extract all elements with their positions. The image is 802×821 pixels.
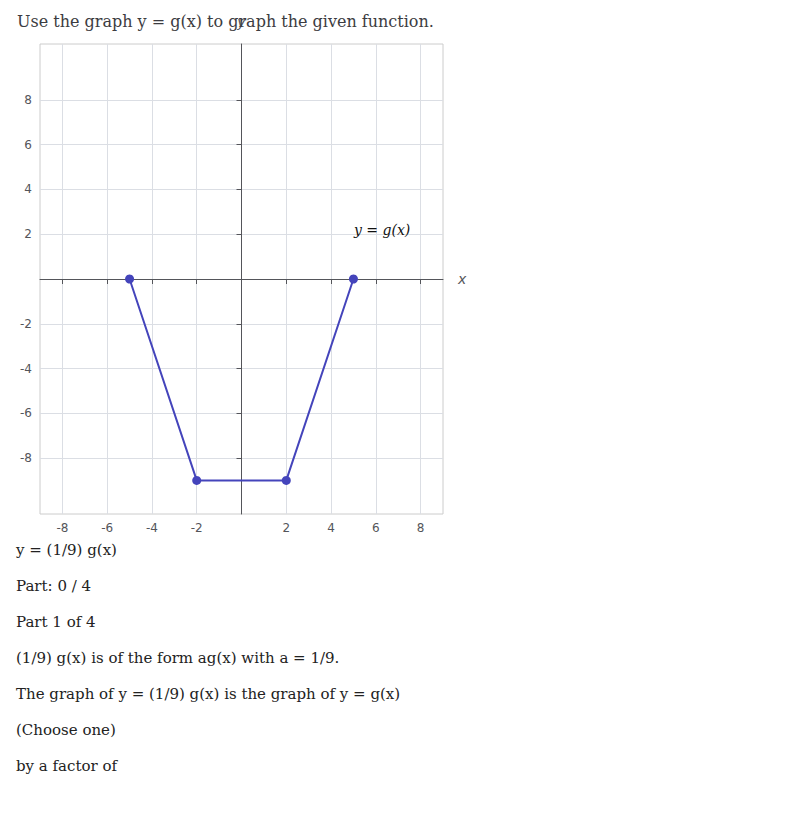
svg-text:Part 1 of 4: Part 1 of 4 [16, 613, 96, 631]
svg-text:-4: -4 [146, 521, 158, 535]
svg-text:-2: -2 [20, 317, 32, 331]
svg-text:Use the graph y = g(x) to grap: Use the graph y = g(x) to graph the give… [17, 12, 434, 31]
svg-text:-4: -4 [20, 362, 32, 376]
svg-text:y = g(x): y = g(x) [353, 222, 410, 238]
svg-text:by a factor of: by a factor of [16, 757, 118, 775]
svg-text:4: 4 [24, 182, 32, 196]
svg-text:2: 2 [282, 521, 290, 535]
svg-text:Part: 0 / 4: Part: 0 / 4 [16, 577, 91, 595]
svg-text:-8: -8 [56, 521, 68, 535]
svg-text:-6: -6 [101, 521, 113, 535]
svg-text:y = (1/9) g(x): y = (1/9) g(x) [15, 541, 117, 559]
svg-text:8: 8 [417, 521, 425, 535]
svg-text:x: x [457, 271, 467, 287]
svg-text:8: 8 [24, 93, 32, 107]
svg-text:6: 6 [24, 138, 32, 152]
svg-text:(Choose one): (Choose one) [16, 721, 116, 739]
svg-text:6: 6 [372, 521, 380, 535]
svg-text:-2: -2 [191, 521, 203, 535]
svg-text:The graph of y = (1/9) g(x) is: The graph of y = (1/9) g(x) is the graph… [16, 685, 400, 703]
svg-text:4: 4 [327, 521, 335, 535]
svg-text:-6: -6 [20, 406, 32, 420]
svg-text:-8: -8 [20, 451, 32, 465]
svg-text:2: 2 [24, 227, 32, 241]
svg-text:(1/9) g(x) is of the form ag(x: (1/9) g(x) is of the form ag(x) with a =… [16, 649, 339, 667]
